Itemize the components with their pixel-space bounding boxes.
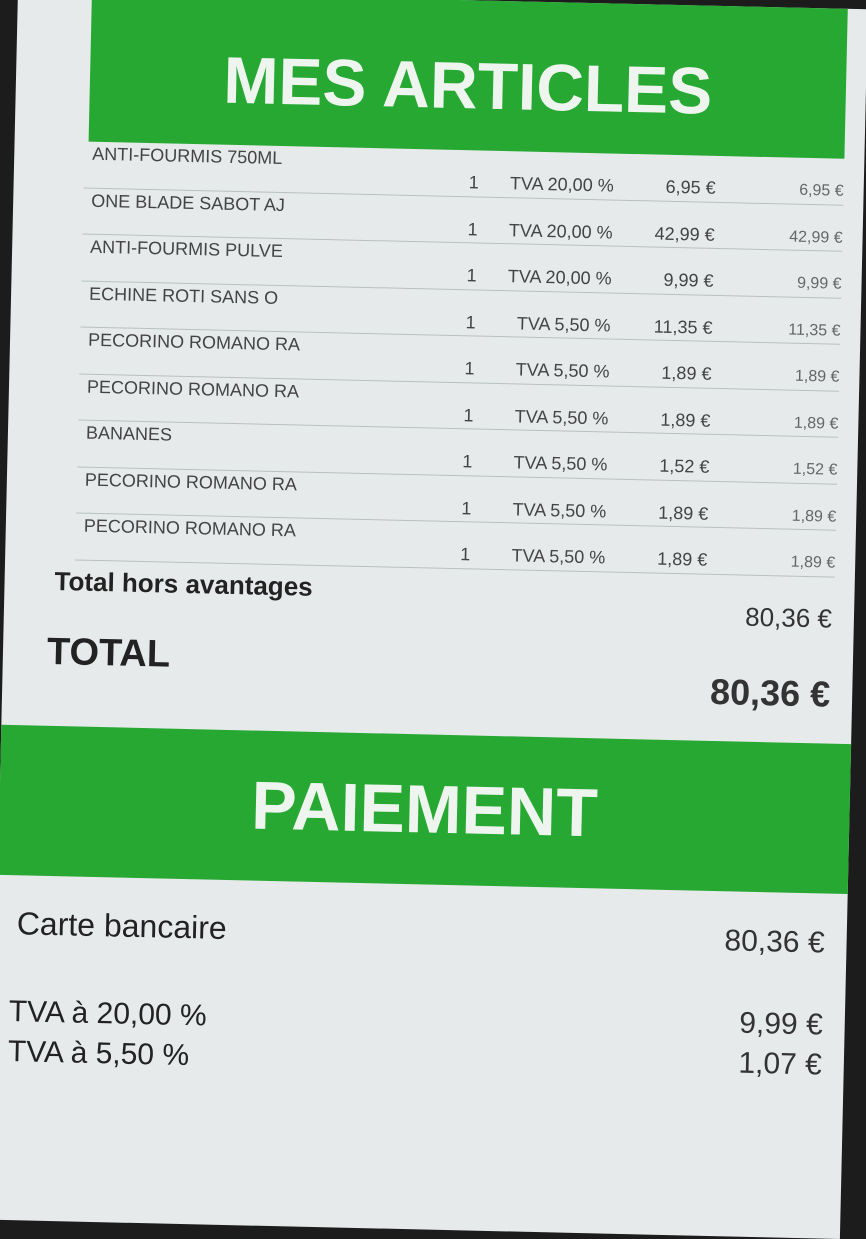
article-vat-rate: TVA 20,00 % [509,173,614,196]
article-vat-rate: TVA 5,50 % [515,359,610,382]
article-name: ANTI-FOURMIS 750ML [92,143,283,169]
article-total: 11,35 € [788,321,841,340]
vat-20-label: TVA à 20,00 % [8,995,208,1033]
total-value: 80,36 € [709,670,831,715]
payment-header: PAIEMENT [0,724,852,895]
payment-method-label: Carte bancaire [16,905,228,946]
article-unit-price: 1,89 € [660,409,711,431]
article-unit-price: 11,35 € [653,316,713,338]
article-quantity: 1 [461,497,472,518]
article-unit-price: 1,52 € [659,455,710,477]
article-name: PECORINO ROMANO RA [83,515,297,541]
articles-header: MES ARTICLES [88,0,848,159]
article-total: 6,95 € [798,181,844,200]
article-quantity: 1 [467,218,478,239]
article-unit-price: 6,95 € [665,176,716,198]
article-name: PECORINO ROMANO RA [86,376,300,401]
article-vat-rate: TVA 20,00 % [507,266,612,289]
subtotal-label: Total hors avantages [54,565,314,602]
article-name: PECORINO ROMANO RA [87,329,301,355]
article-unit-price: 1,89 € [661,362,712,384]
article-vat-rate: TVA 5,50 % [516,312,611,336]
vat-5-value: 1,07 € [738,1046,823,1082]
article-unit-price: 42,99 € [654,223,715,245]
article-total: 1,89 € [794,367,840,386]
article-unit-price: 9,99 € [663,269,714,291]
article-total: 1,52 € [792,460,838,479]
article-quantity: 1 [466,265,477,286]
article-name: BANANES [85,422,173,445]
subtotal-value: 80,36 € [744,601,833,634]
article-vat-rate: TVA 5,50 % [511,545,606,568]
article-total: 42,99 € [789,228,843,247]
article-quantity: 1 [462,451,473,472]
article-total: 9,99 € [796,274,842,293]
article-vat-rate: TVA 20,00 % [508,219,613,243]
article-total: 1,89 € [790,553,836,572]
article-vat-rate: TVA 5,50 % [512,498,607,521]
article-quantity: 1 [463,404,474,425]
article-total: 1,89 € [793,414,839,433]
article-quantity: 1 [465,311,476,332]
article-quantity: 1 [468,172,479,193]
article-name: ECHINE ROTI SANS O [88,283,279,308]
article-name: ANTI-FOURMIS PULVE [89,236,284,262]
vat-5-label: TVA à 5,50 % [7,1035,190,1073]
article-name: ONE BLADE SABOT AJ [91,190,286,215]
article-quantity: 1 [464,358,475,379]
article-name: PECORINO ROMANO RA [84,469,298,494]
article-vat-rate: TVA 5,50 % [513,452,608,475]
article-quantity: 1 [460,544,471,565]
payment-method-value: 80,36 € [724,924,825,960]
total-label: TOTAL [46,630,171,676]
article-vat-rate: TVA 5,50 % [514,405,609,429]
articles-list: ANTI-FOURMIS 750ML 1 TVA 20,00 % 6,95 € 6,95… [75,141,845,578]
article-unit-price: 1,89 € [656,548,708,570]
vat-20-value: 9,99 € [738,1006,824,1042]
article-unit-price: 1,89 € [658,502,709,524]
article-total: 1,89 € [791,507,837,526]
